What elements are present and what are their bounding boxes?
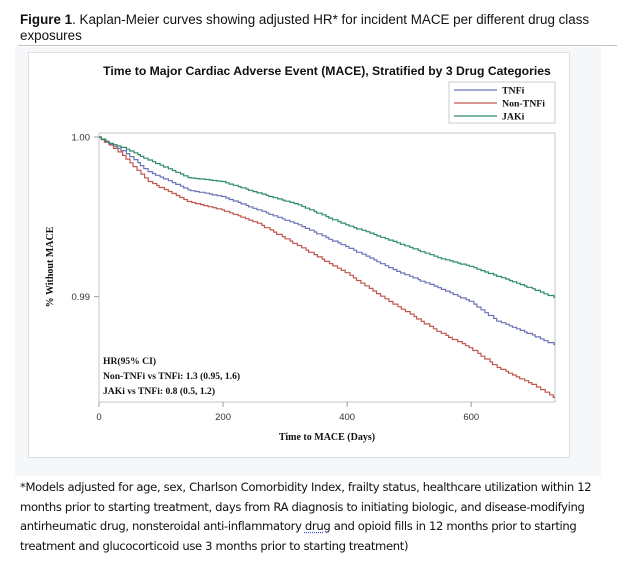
x-tick-label: 0 (96, 412, 101, 423)
legend-label: TNFi (502, 86, 525, 97)
hr-annotation-line: JAKi vs TNFi: 0.8 (0.5, 1.2) (103, 386, 215, 397)
plot-area (98, 132, 556, 403)
y-axis-label: % Without MACE (45, 226, 56, 307)
legend: TNFi Non-TNFi JAKi (448, 81, 556, 124)
x-axis: 0 200 400 600 (96, 402, 479, 423)
caption-separator (18, 45, 617, 46)
footnote-text: *Models adjusted for age, sex, Charlson … (20, 480, 592, 533)
y-axis: 0.99 1.00 (72, 132, 99, 303)
hr-annotation-heading: HR(95% CI) (103, 356, 156, 367)
series-line-non-tnfi (99, 136, 555, 398)
y-tick-label: 1.00 (72, 132, 91, 143)
hr-annotation-line: Non-TNFi vs TNFi: 1.3 (0.95, 1.6) (103, 371, 240, 382)
figure-label: Figure 1 (20, 12, 73, 27)
series-lines (99, 136, 555, 398)
figure-caption-text: . Kaplan-Meier curves showing adjusted H… (20, 12, 590, 43)
footnote-text-end: and opioid fills in 12 months prior to s… (20, 519, 577, 553)
footnote: *Models adjusted for age, sex, Charlson … (20, 478, 620, 556)
legend-label: Non-TNFi (502, 99, 545, 110)
hr-annotation: HR(95% CI) Non-TNFi vs TNFi: 1.3 (0.95, … (103, 356, 240, 397)
chart-title: Time to Major Cardiac Adverse Event (MAC… (103, 64, 551, 78)
x-tick-label: 200 (215, 412, 231, 423)
footnote-flagged-word: drug (304, 519, 331, 533)
x-tick-label: 600 (463, 412, 479, 423)
x-axis-label: Time to MACE (Days) (279, 432, 375, 443)
series-line-tnfi (99, 136, 555, 346)
figure-caption: Figure 1. Kaplan-Meier curves showing ad… (20, 12, 620, 44)
x-tick-label: 400 (339, 412, 355, 423)
legend-label: JAKi (502, 112, 525, 123)
series-line-jaki (99, 136, 555, 298)
y-tick-label: 0.99 (72, 292, 91, 303)
